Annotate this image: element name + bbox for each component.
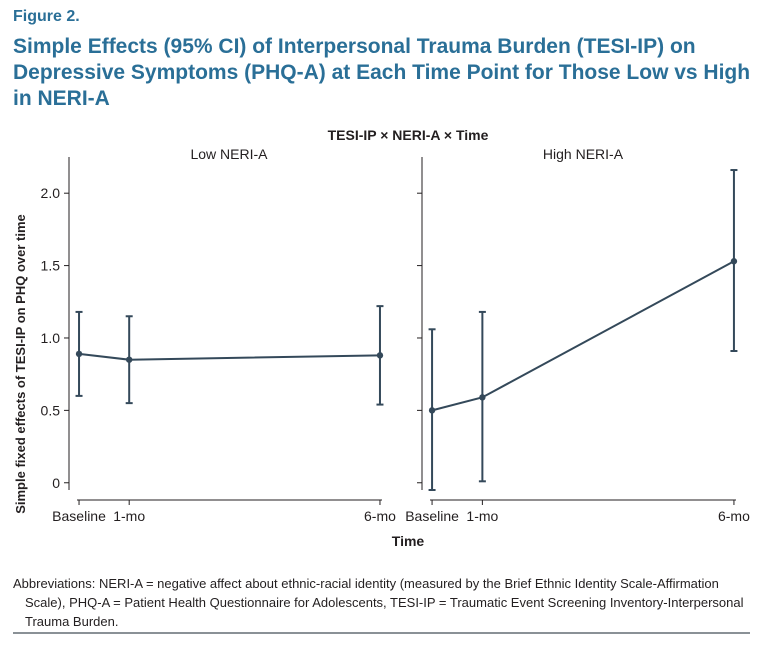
y-tick-label: 0 — [52, 475, 60, 491]
chart-title: TESI-IP × NERI-A × Time — [328, 127, 489, 143]
x-tick-label: 6-mo — [718, 508, 750, 524]
panel-title-low: Low NERI-A — [190, 146, 268, 162]
y-tick-label: 0.5 — [41, 402, 61, 418]
x-axis-label: Time — [392, 533, 425, 549]
plot-area: 0 0.5 1.0 1.5 2.0 Baseline 1-mo 6-mo Baseline 1-m… — [41, 157, 750, 524]
y-tick-label: 2.0 — [41, 185, 61, 201]
series-line — [431, 260, 735, 412]
y-tick-label: 1.5 — [41, 258, 61, 274]
y-tick-label: 1.0 — [41, 330, 61, 346]
panel-1: Baseline 1-mo 6-mo — [405, 157, 750, 524]
data-point — [428, 407, 436, 414]
x-tick-label: 6-mo — [364, 508, 396, 524]
x-tick-label: Baseline — [405, 508, 459, 524]
series-line — [78, 352, 380, 361]
panel-title-high: High NERI-A — [543, 146, 624, 162]
x-tick-label: 1-mo — [113, 508, 145, 524]
data-point — [730, 258, 738, 265]
data-point — [75, 350, 83, 358]
data-point — [479, 394, 486, 401]
x-tick-label: Baseline — [52, 508, 106, 524]
data-point — [125, 356, 133, 363]
footnote-line-3: Trauma Burden. — [25, 614, 119, 629]
data-point — [376, 352, 384, 359]
footnote-line-2: Scale), PHQ-A = Patient Health Questionn… — [25, 595, 744, 610]
figure-title: Simple Effects (95% CI) of Interpersonal… — [13, 35, 751, 110]
footnote-line-1: Abbreviations: NERI-A = negative affect … — [13, 576, 719, 591]
y-axis-label: Simple fixed effects of TESI-IP on PHQ o… — [13, 214, 28, 514]
x-tick-label: 1-mo — [466, 508, 498, 524]
footnote-rule — [13, 632, 750, 634]
chart: TESI-IP × NERI-A × Time Low NERI-A High … — [13, 127, 750, 549]
footnote: Abbreviations: NERI-A = negative affect … — [13, 574, 755, 631]
figure-label: Figure 2. — [13, 8, 80, 25]
panel-0: 0 0.5 1.0 1.5 2.0 Baseline 1-mo 6-mo — [41, 157, 396, 524]
